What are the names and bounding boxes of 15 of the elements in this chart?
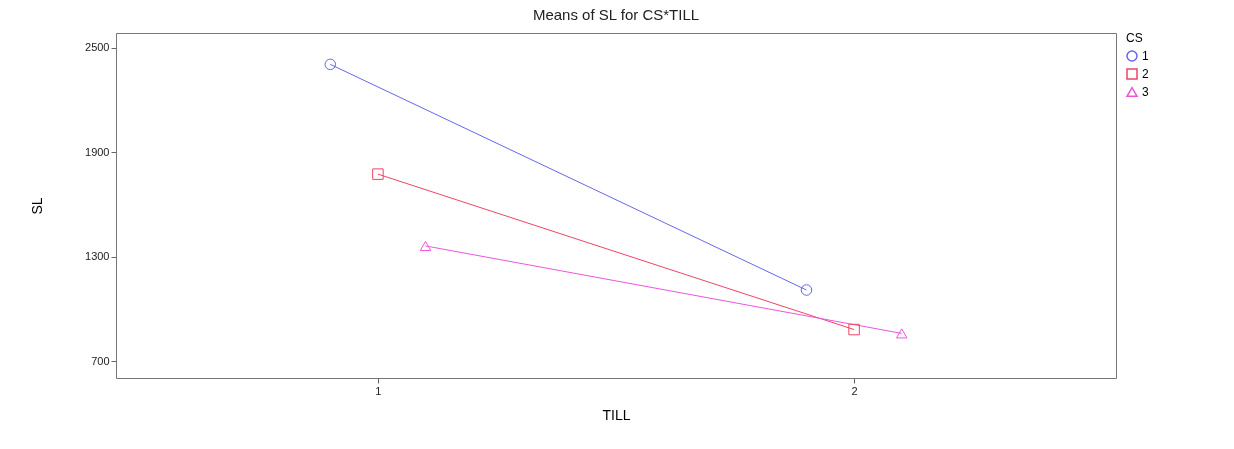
- legend-label: 1: [1142, 49, 1149, 63]
- legend-label: 2: [1142, 67, 1149, 81]
- y-tick-label: 1900: [85, 145, 110, 158]
- y-tick-label: 2500: [85, 41, 110, 54]
- y-tick-label: 700: [91, 354, 110, 367]
- y-axis-title: SL: [29, 197, 46, 215]
- legend-label: 3: [1142, 85, 1149, 99]
- point: [848, 323, 860, 336]
- point: [372, 168, 384, 180]
- point: [324, 58, 337, 71]
- x-axis-title: TILL: [602, 406, 631, 423]
- legend-title: CS: [1126, 31, 1143, 45]
- y-tick-label: 1300: [85, 250, 110, 263]
- chart-title: Means of SL for CS*TILL: [532, 6, 700, 23]
- point: [800, 284, 813, 296]
